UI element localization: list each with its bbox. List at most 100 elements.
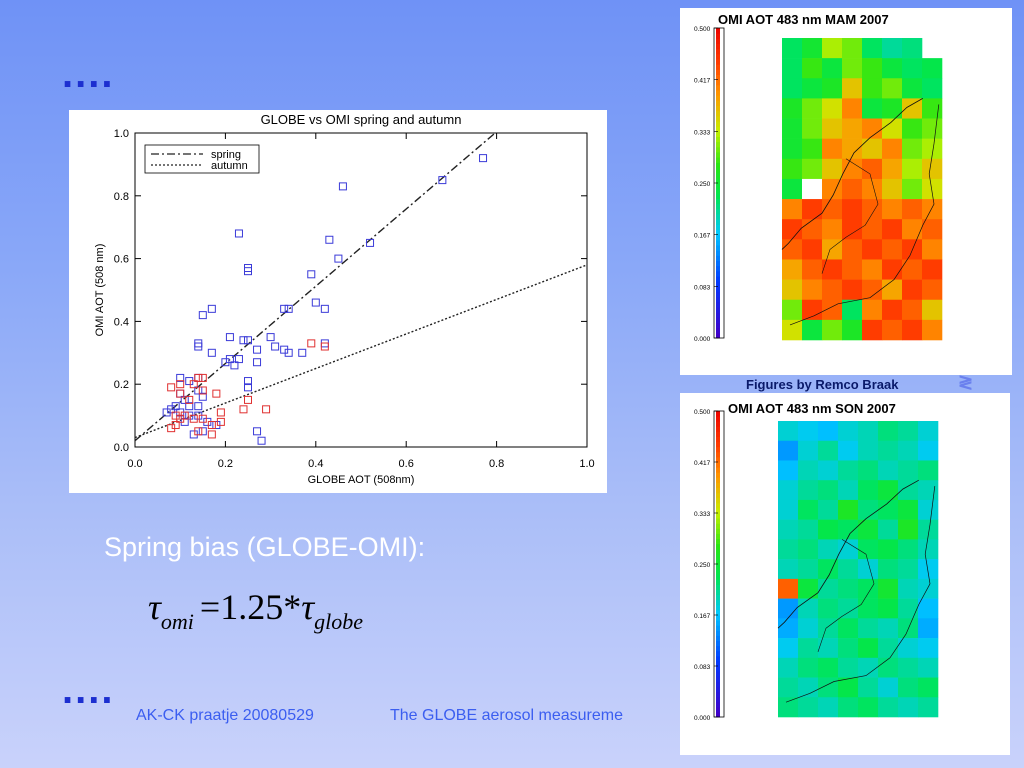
map-cell (862, 259, 883, 280)
colorbar-segment (716, 711, 720, 718)
colorbar-tick-label: 0.083 (694, 664, 711, 671)
colorbar-segment (716, 312, 720, 318)
map-cell (882, 138, 903, 160)
map-cell (898, 638, 919, 659)
map-cell (818, 460, 839, 481)
data-point-spring (266, 333, 275, 342)
map-cell (798, 559, 819, 580)
colorbar-segment (716, 90, 720, 96)
map-cell (922, 219, 943, 240)
formula-equals: =1.25* (199, 587, 302, 627)
colorbar-segment (716, 569, 720, 575)
map-cell (822, 279, 843, 301)
map-cell (842, 98, 863, 119)
data-point-autumn (198, 414, 207, 423)
map-cell (782, 158, 803, 180)
data-point-spring (366, 238, 375, 247)
colorbar-segment (716, 322, 720, 329)
colorbar-segment (716, 660, 720, 667)
map-cell (898, 578, 919, 599)
map-cell (818, 519, 839, 540)
data-point-spring (221, 358, 230, 367)
map-panel-son: 0.500 0.417 0.333 0.250 0.167 0.083 0.000 OMI … (680, 393, 1010, 755)
colorbar-segment (716, 28, 720, 34)
data-point-autumn (198, 386, 207, 395)
x-tick-label: 0.0 (127, 458, 142, 470)
map-cell (782, 319, 803, 341)
colorbar-segment (716, 301, 720, 308)
data-point-spring (253, 427, 262, 436)
map-cell (898, 480, 919, 501)
map-cell (882, 78, 903, 99)
colorbar-segment (716, 635, 720, 641)
map-cell (882, 58, 903, 79)
colorbar-segment (716, 162, 720, 168)
map-cell (822, 178, 843, 200)
data-point-spring (284, 304, 293, 313)
map-cell (842, 219, 863, 240)
colorbar-segment (716, 594, 720, 601)
map-cell (798, 677, 819, 698)
colorbar-segment (716, 446, 720, 453)
colorbar-segment (716, 276, 720, 282)
colorbar-segment (716, 105, 720, 112)
colorbar-segment (716, 701, 720, 708)
colorbar-segment (716, 203, 720, 210)
map-cell (898, 539, 919, 560)
footer-title: The GLOBE aerosol measureme (390, 707, 623, 724)
map-cell (862, 118, 883, 139)
colorbar-segment (716, 579, 720, 585)
data-point-autumn (262, 405, 271, 414)
formula-tau-omi: τ (148, 587, 161, 627)
map-cell (842, 259, 863, 280)
map-cell (862, 38, 883, 59)
map-cell (802, 178, 823, 200)
map-cell (838, 519, 859, 540)
map-cell (882, 118, 903, 139)
data-point-spring (225, 333, 234, 342)
map-cell (782, 98, 803, 119)
data-point-spring (257, 436, 266, 445)
map-cell (802, 279, 823, 301)
map-cell (898, 559, 919, 580)
map-cell (782, 219, 803, 240)
map-cell (842, 299, 863, 321)
map-cell (818, 618, 839, 639)
map-cell (858, 578, 879, 599)
colorbar-segment (716, 553, 720, 560)
map-cell (862, 158, 883, 180)
colorbar-segment (716, 177, 720, 184)
data-point-autumn (185, 395, 194, 404)
map-cell (818, 539, 839, 560)
chart-title: GLOBE vs OMI spring and autumn (261, 112, 462, 127)
map-cell (838, 559, 859, 580)
map-cell (918, 677, 939, 698)
data-point-spring (198, 392, 207, 401)
map-cell (878, 638, 899, 659)
data-point-spring (207, 348, 216, 357)
colorbar-segment (716, 513, 720, 519)
map-cell (798, 697, 819, 718)
colorbar-segment (716, 152, 720, 158)
bullet-dots-top: .... (62, 52, 115, 96)
map-cell (878, 460, 899, 481)
map-cell (862, 58, 883, 79)
map-cell (778, 559, 799, 580)
colorbar-segment (716, 451, 720, 458)
country-border (789, 104, 940, 326)
map-cell (918, 519, 939, 540)
map-cell (778, 519, 799, 540)
colorbar-segment (716, 296, 720, 303)
map-cell (858, 559, 879, 580)
y-tick-label: 0.4 (114, 316, 129, 328)
colorbar-segment (716, 543, 720, 550)
map-cell (898, 499, 919, 520)
map-cell (878, 677, 899, 698)
map-cell (842, 239, 863, 260)
map-cell (822, 259, 843, 280)
colorbar-segment (716, 671, 720, 677)
map-cell (882, 38, 903, 59)
colorbar-tick-label: 0.083 (694, 284, 711, 291)
colorbar-segment (716, 507, 720, 514)
map-cell (818, 697, 839, 718)
